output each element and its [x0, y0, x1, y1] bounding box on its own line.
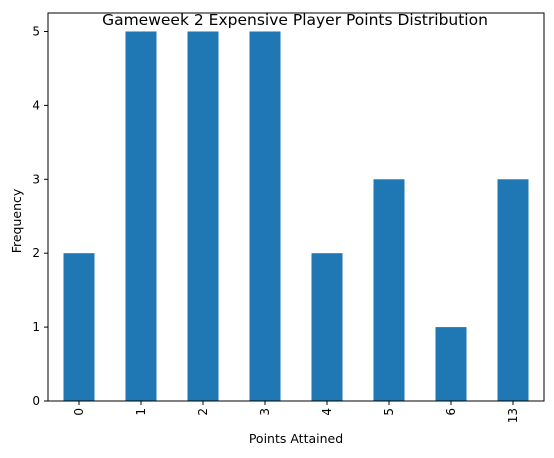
- x-tick-label: 1: [134, 408, 148, 416]
- x-tick-label: 2: [196, 408, 210, 416]
- bar-0: [63, 253, 95, 401]
- y-tick-label: 0: [32, 394, 40, 408]
- y-axis-label: Frequency: [9, 188, 24, 253]
- x-tick-label: 4: [320, 408, 334, 416]
- x-tick-label: 6: [444, 408, 458, 416]
- x-axis-label: Points Attained: [249, 431, 343, 446]
- y-tick-label: 3: [32, 172, 40, 186]
- bar-4: [311, 253, 343, 401]
- ticks-group: 0 1 2 3 4 5 6 13 0 1 2 3 4 5: [32, 24, 520, 423]
- y-tick-label: 4: [32, 98, 40, 112]
- bar-1: [125, 31, 157, 401]
- bar-3: [249, 31, 281, 401]
- y-tick-label: 1: [32, 320, 40, 334]
- bars-group: [63, 31, 529, 401]
- bar-13: [497, 179, 529, 401]
- x-tick-label: 13: [506, 408, 520, 423]
- bar-6: [435, 327, 467, 401]
- y-tick-label: 5: [32, 24, 40, 38]
- plot-frame: [47, 12, 545, 402]
- bar-2: [187, 31, 219, 401]
- x-tick-label: 3: [258, 408, 272, 416]
- y-tick-label: 2: [32, 246, 40, 260]
- chart-title: Gameweek 2 Expensive Player Points Distr…: [102, 11, 488, 29]
- x-tick-label: 5: [382, 408, 396, 416]
- x-tick-label: 0: [72, 408, 86, 416]
- bar-5: [373, 179, 405, 401]
